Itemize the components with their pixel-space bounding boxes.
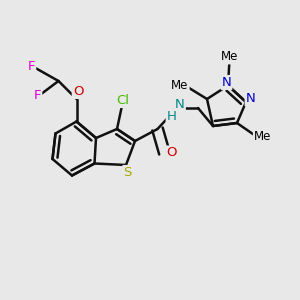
Text: Me: Me [171,79,189,92]
Text: O: O [167,146,177,160]
Text: F: F [28,59,35,73]
Text: F: F [34,89,41,103]
Text: N: N [222,76,231,89]
Text: H: H [167,110,176,124]
Text: Me: Me [254,130,271,143]
Text: Me: Me [221,50,238,64]
Text: Cl: Cl [116,94,130,107]
Text: S: S [123,166,132,179]
Text: O: O [73,85,83,98]
Text: N: N [175,98,185,112]
Text: N: N [246,92,255,106]
